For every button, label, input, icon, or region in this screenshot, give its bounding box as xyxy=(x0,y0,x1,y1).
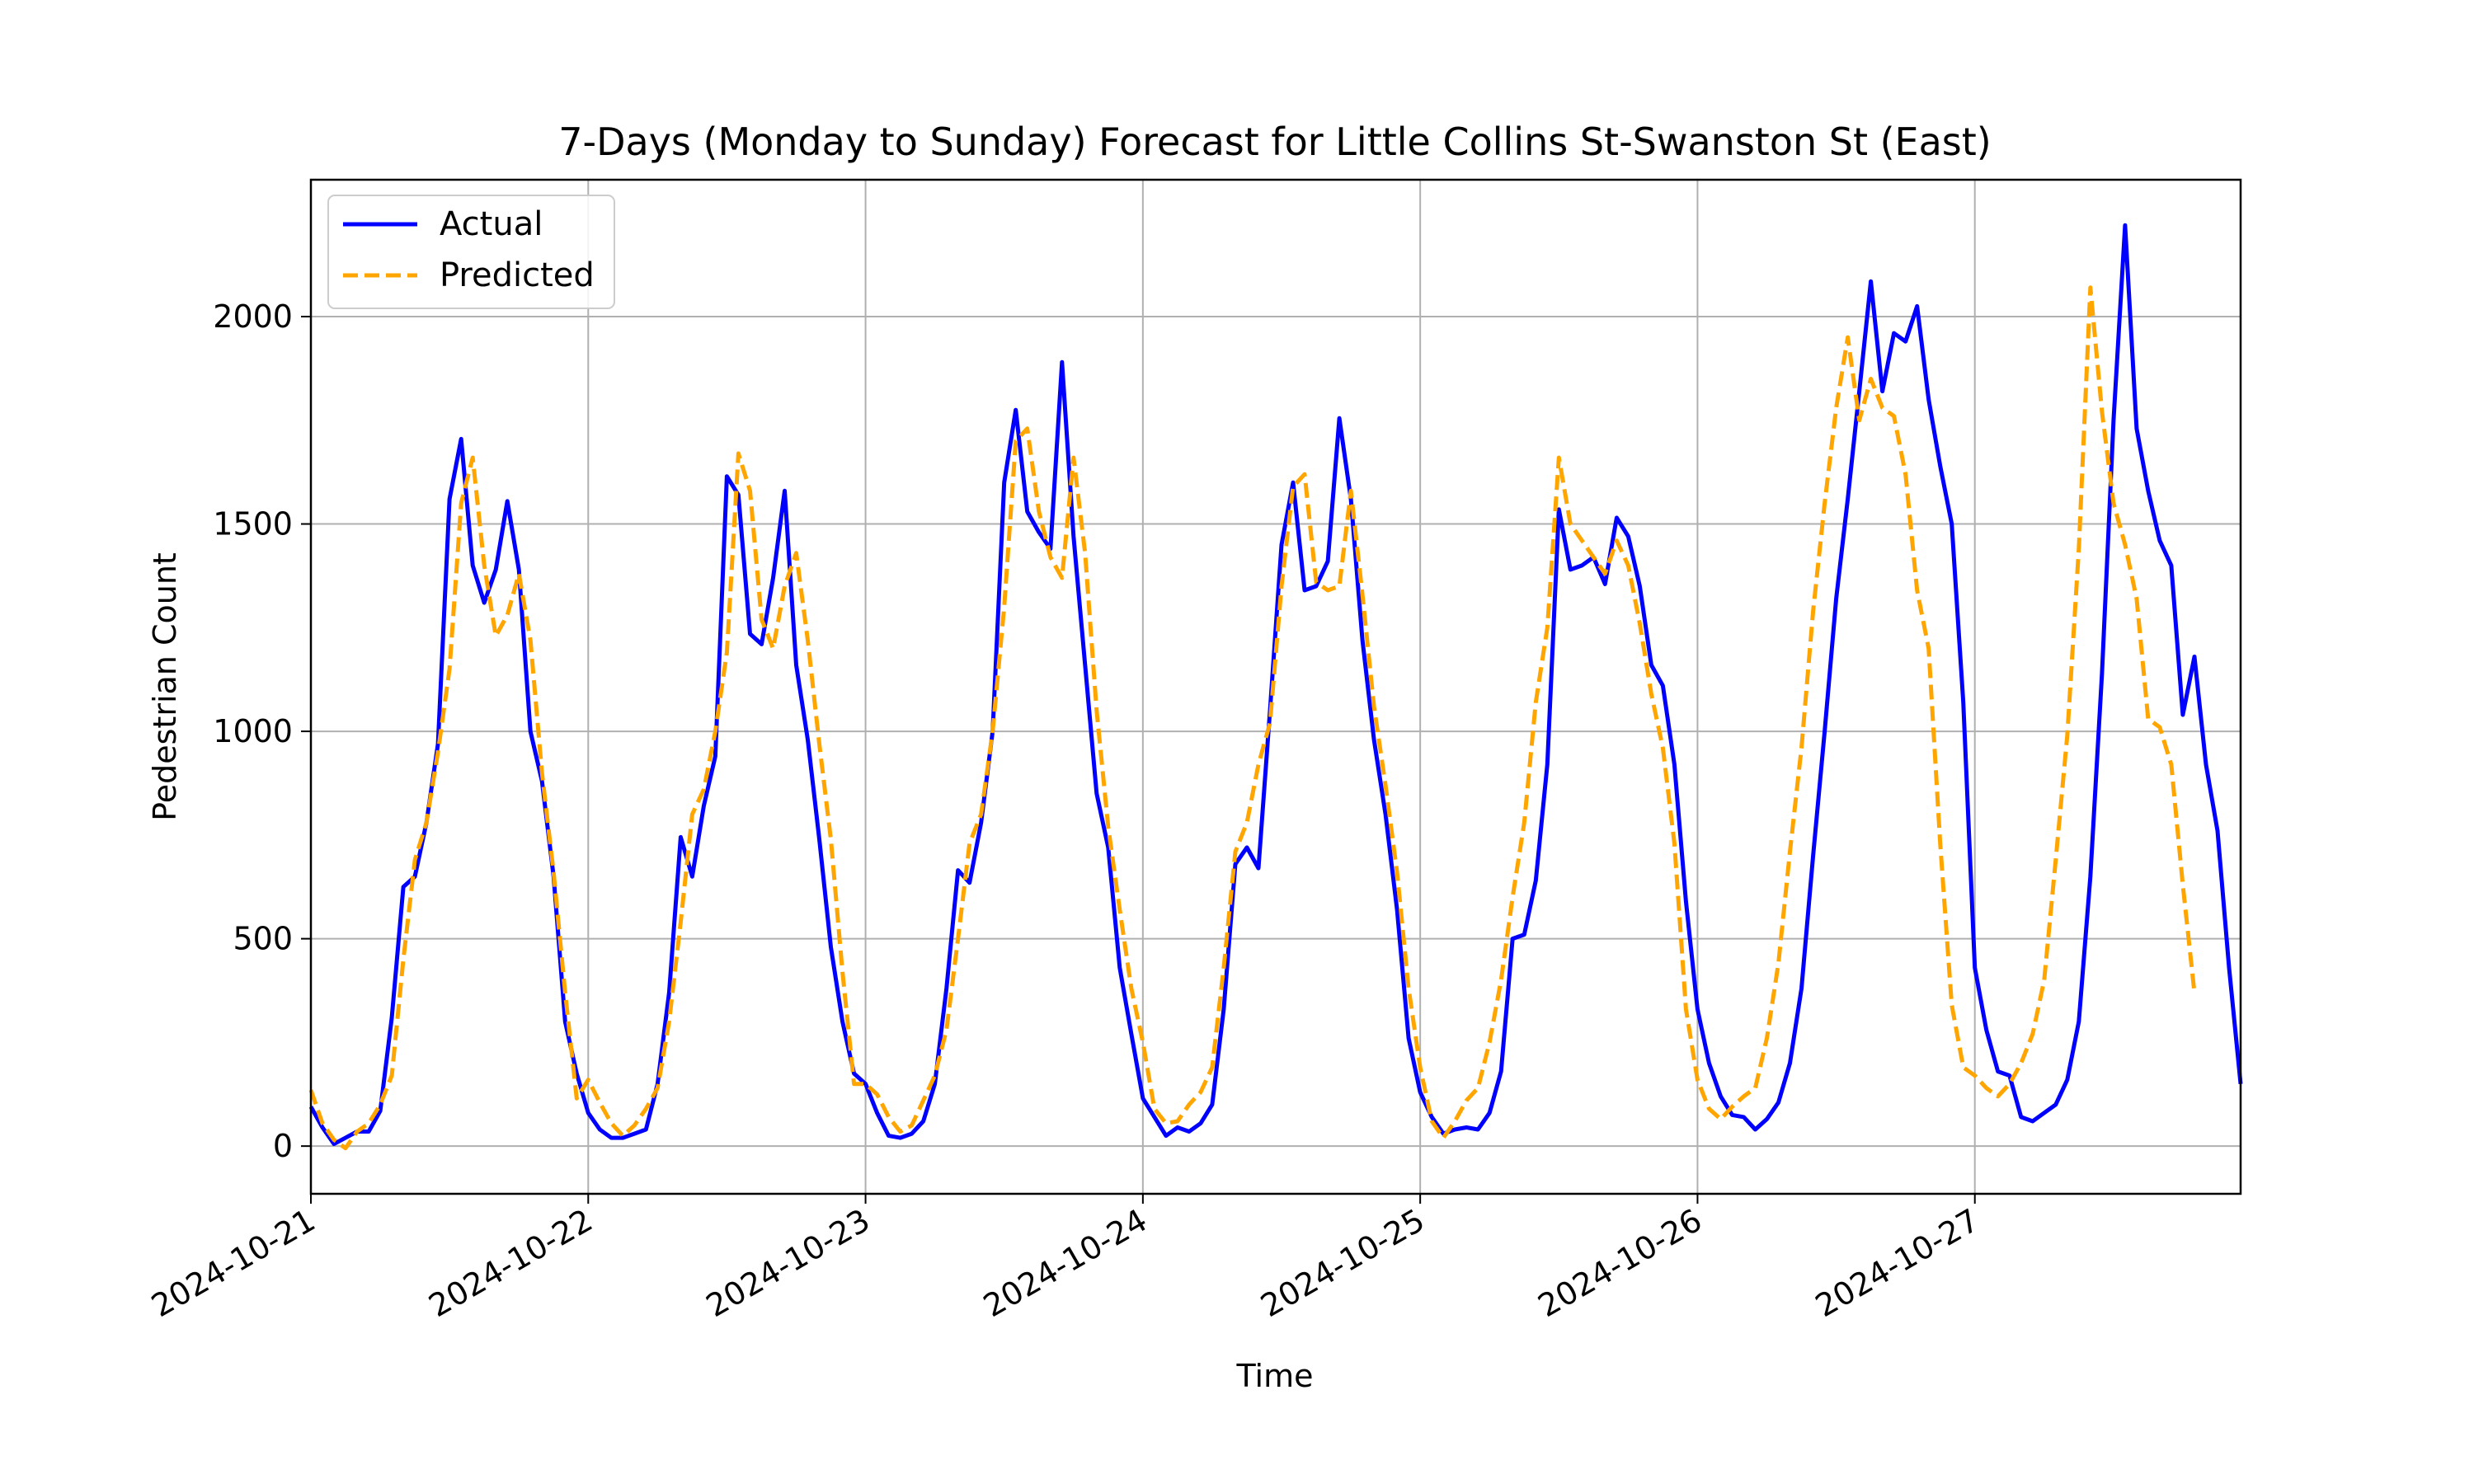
series-line-actual xyxy=(308,223,2243,1147)
y-tick-label: 1500 xyxy=(213,506,293,542)
legend-label-actual: Actual xyxy=(440,205,543,243)
series-lines xyxy=(308,223,2243,1151)
legend-label-predicted: Predicted xyxy=(440,256,595,294)
legend: Actual Predicted xyxy=(327,195,615,309)
y-axis-label: Pedestrian Count xyxy=(147,552,183,821)
plot-frame xyxy=(309,178,2242,1195)
y-tick-label: 500 xyxy=(233,921,293,957)
y-tick-label: 2000 xyxy=(213,298,293,335)
y-tick-label: 1000 xyxy=(213,713,293,749)
y-axis-ticks: 0 500 1000 1500 2000 xyxy=(213,298,311,1164)
grid xyxy=(310,180,2241,1194)
x-axis-label: Time xyxy=(1236,1358,1314,1394)
y-tick-label: 0 xyxy=(273,1128,293,1164)
chart-title: 7-Days (Monday to Sunday) Forecast for L… xyxy=(558,120,1992,164)
series-line-predicted xyxy=(308,285,2197,1151)
